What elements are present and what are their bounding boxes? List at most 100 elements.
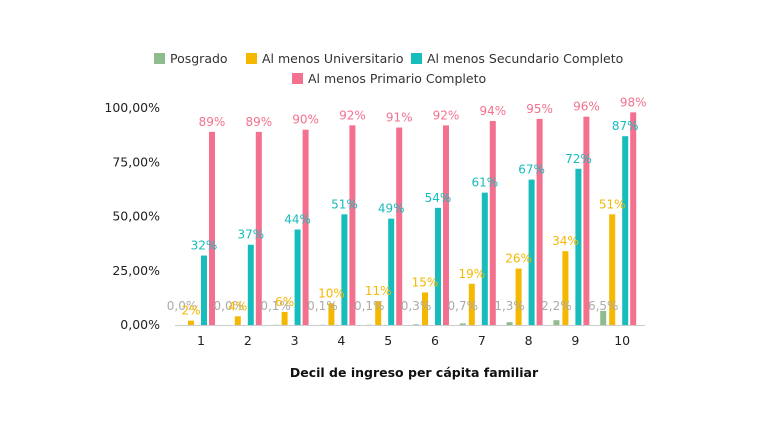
data-label: 90% [292,113,319,127]
x-axis-title: Decil de ingreso per cápita familiar [290,365,539,380]
data-label: 0,7% [448,299,479,313]
y-tick-label: 25,00% [112,263,160,278]
data-label: 61% [471,176,498,190]
legend-swatch [292,73,303,84]
data-label: 87% [612,119,639,133]
bar [188,320,194,325]
data-labels: 0,0% 0,0% 0,1% 0,1% 0,1% 0,3% 0,7% 1,3% 2,2% 6,5%… [167,95,647,317]
x-tick-label: 5 [384,333,392,348]
x-tick-label: 4 [337,333,345,348]
bars [188,112,637,326]
bar [375,301,382,325]
bar [459,323,466,325]
x-tick-label: 8 [525,333,533,348]
data-label: 11% [365,284,392,298]
bar [481,192,488,325]
x-tick-label: 6 [431,333,439,348]
legend-swatch [246,53,257,64]
bar [435,207,441,325]
data-label: 37% [237,228,264,242]
data-label: 54% [425,191,452,205]
legend-label: Posgrado [170,51,228,66]
x-tick-label: 10 [614,333,630,348]
data-label: 2% [181,304,200,318]
data-label: 89% [199,115,226,129]
legend-label: Al menos Primario Completo [308,71,486,86]
bar [528,179,535,325]
y-tick-label: 50,00% [112,209,160,224]
bar [294,229,301,325]
bar [234,316,241,325]
data-label: 6% [275,295,294,309]
bar [209,131,215,325]
bar [583,116,590,326]
bar [553,320,560,325]
data-label: 98% [620,95,647,109]
data-label: 51% [599,197,626,211]
bar [281,311,288,325]
data-label: 89% [245,115,272,129]
legend-label: Al menos Universitario [262,51,404,66]
data-label: 1,3% [494,299,525,313]
bar [396,127,403,325]
bar [341,214,348,325]
bar [562,251,569,325]
bar [302,129,309,325]
bar [349,125,356,325]
data-label: 0,0% [167,299,198,313]
bar [506,322,513,325]
bar [575,168,582,325]
data-label: 67% [518,163,545,177]
data-label: 44% [284,213,311,227]
data-label: 0,3% [401,299,432,313]
bar [201,255,207,325]
data-label: 92% [339,108,366,122]
bar [468,283,475,325]
bar [622,136,629,325]
data-label: 0,0% [214,299,245,313]
bar [247,244,254,325]
data-label: 0,1% [307,299,338,313]
bar [443,125,449,325]
bar [609,214,616,325]
data-label: 95% [526,102,553,116]
data-label: 0,1% [354,299,385,313]
y-tick-label: 75,00% [112,154,160,169]
data-label: 4% [228,299,247,313]
data-label: 2,2% [541,299,572,313]
data-label: 94% [479,104,506,118]
data-label: 32% [191,239,218,253]
data-label: 0,1% [260,299,291,313]
data-label: 51% [331,197,358,211]
x-axis: 1 2 3 4 5 6 7 8 9 10 [175,325,645,348]
bar [255,131,262,325]
bar [600,310,607,325]
bar [328,303,335,325]
x-tick-label: 3 [291,333,299,348]
x-tick-label: 9 [571,333,579,348]
data-label: 6,5% [588,299,619,313]
x-tick-label: 1 [197,333,205,348]
data-label: 96% [573,100,600,114]
legend-swatch [154,53,165,64]
legend-label: Al menos Secundario Completo [427,51,623,66]
bar [388,218,395,325]
data-label: 34% [552,234,579,248]
legend: Posgrado Al menos Universitario Al menos S… [154,51,623,86]
data-label: 72% [565,152,592,166]
y-axis: 0,00% 25,00% 50,00% 75,00% 100,00% [104,100,160,332]
data-label: 19% [458,267,485,281]
bar [422,292,428,325]
data-label: 91% [386,111,413,125]
data-label: 92% [433,108,460,122]
data-label: 10% [318,286,345,300]
x-tick-label: 7 [478,333,486,348]
bar [536,118,543,325]
data-label: 26% [505,252,532,266]
legend-swatch [411,53,422,64]
y-tick-label: 0,00% [120,317,160,332]
x-tick-label: 2 [244,333,252,348]
bar [489,121,496,326]
